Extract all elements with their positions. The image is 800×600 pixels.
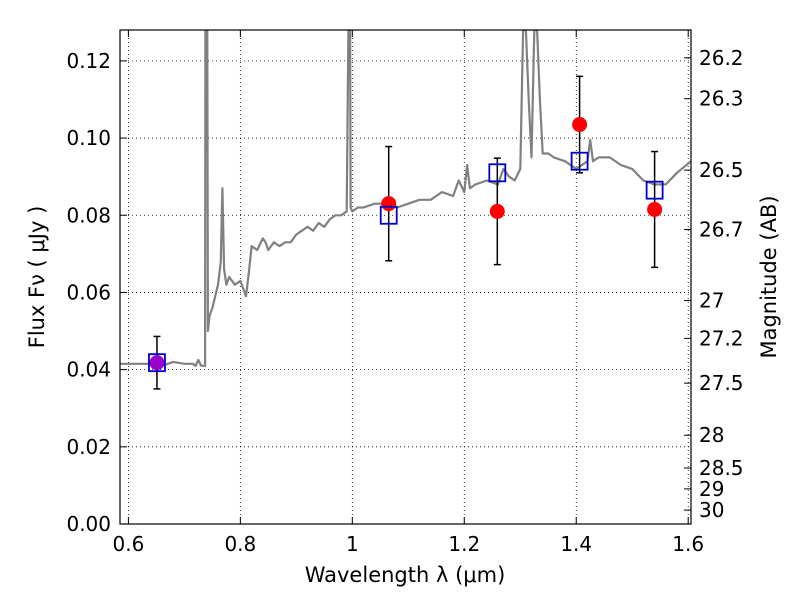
- y-tick-label: 0.06: [66, 280, 111, 304]
- plot-area: [120, 30, 691, 390]
- model-spectrum-line: [120, 30, 691, 367]
- y2-tick-label: 28.5: [699, 456, 744, 480]
- x-tick-label: 1: [346, 532, 359, 556]
- y-tick-label: 0.04: [66, 358, 111, 382]
- y2-tick-label: 30: [699, 498, 724, 522]
- x-tick-label: 0.6: [112, 532, 144, 556]
- y-tick-label: 0.08: [66, 203, 111, 227]
- y-tick-label: 0.12: [66, 49, 111, 73]
- measured-flux-point: [647, 201, 663, 217]
- y2-tick-label: 29: [699, 477, 724, 501]
- model-band-flux-square: [645, 180, 664, 200]
- y2-tick-label: 26.7: [699, 218, 744, 242]
- model-band-flux-square: [379, 205, 398, 225]
- y2-tick-label: 28: [699, 423, 724, 447]
- plot-frame: [119, 29, 692, 525]
- y2-tick-label: 26.5: [699, 158, 744, 182]
- y-tick-label: 0.10: [66, 126, 111, 150]
- y-tick-label: 0.00: [66, 512, 111, 536]
- model-band-flux-square: [488, 163, 507, 183]
- x-tick-label: 0.8: [224, 532, 256, 556]
- measured-flux-point: [572, 117, 588, 133]
- measured-flux-point: [489, 203, 505, 219]
- y2-tick-label: 26.3: [699, 87, 744, 111]
- x-tick-label: 1.4: [560, 532, 592, 556]
- x-tick-label: 1.6: [672, 532, 704, 556]
- y-tick-label: 0.02: [66, 435, 111, 459]
- axis-ticks: 0.6 0.8 1 1.2 1.4 1.6 0.00 0.02 0.04 0.06 0.08 0.10…: [66, 30, 744, 556]
- measured-flux-point: [149, 355, 165, 371]
- y2-tick-label: 27.5: [699, 371, 744, 395]
- model-spectrum: [120, 30, 691, 367]
- data-markers: [148, 117, 664, 373]
- x-axis-title: Wavelength λ (μm): [305, 563, 506, 587]
- y2-tick-label: 27.2: [699, 326, 744, 350]
- model-band-flux-square: [570, 151, 589, 171]
- plot-background: [120, 30, 691, 524]
- model-band-flux-square: [148, 353, 166, 373]
- y-axis-title: Flux Fν ( μJy ): [25, 206, 49, 349]
- y2-axis-title: Magnitude (AB): [757, 195, 781, 358]
- x-tick-label: 1.2: [448, 532, 480, 556]
- y2-tick-label: 27: [699, 289, 724, 313]
- y2-tick-label: 26.2: [699, 46, 744, 70]
- measured-flux-point: [381, 196, 397, 212]
